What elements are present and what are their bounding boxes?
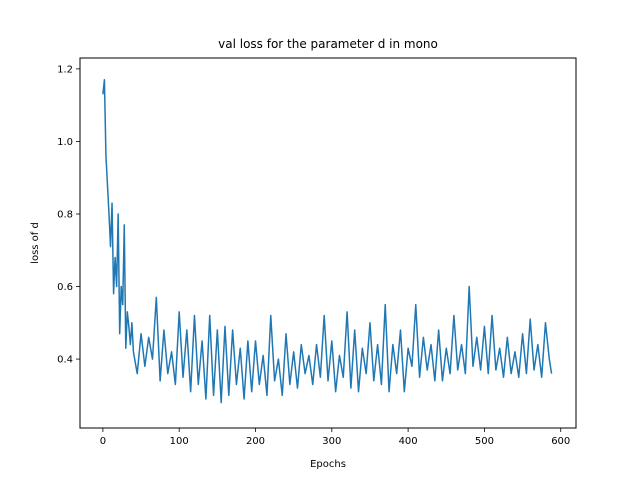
plot-area: [102, 79, 553, 404]
y-axis-ticks: 0.4 0.6 0.8 1.0 1.2: [57, 64, 80, 366]
y-tick-label: 0.4: [57, 355, 73, 366]
axes-frame: [79, 57, 577, 429]
series-line-0: [102, 79, 553, 404]
x-tick-label: 100: [170, 436, 189, 447]
x-tick-label: 400: [399, 436, 418, 447]
y-axis-label: loss of d: [30, 222, 41, 264]
x-tick-label: 0: [100, 436, 106, 447]
x-axis-label: Epochs: [310, 459, 346, 470]
y-tick-label: 1.0: [57, 137, 73, 148]
y-tick-label: 0.8: [57, 209, 73, 220]
x-tick-label: 600: [551, 436, 570, 447]
x-tick-label: 300: [322, 436, 341, 447]
x-tick-label: 500: [475, 436, 494, 447]
chart-title: val loss for the parameter d in mono: [218, 37, 438, 51]
y-tick-label: 1.2: [57, 64, 73, 75]
y-tick-label: 0.6: [57, 282, 73, 293]
x-tick-label: 200: [246, 436, 265, 447]
x-axis-ticks: 0 100 200 300 400 500 600: [100, 428, 570, 447]
